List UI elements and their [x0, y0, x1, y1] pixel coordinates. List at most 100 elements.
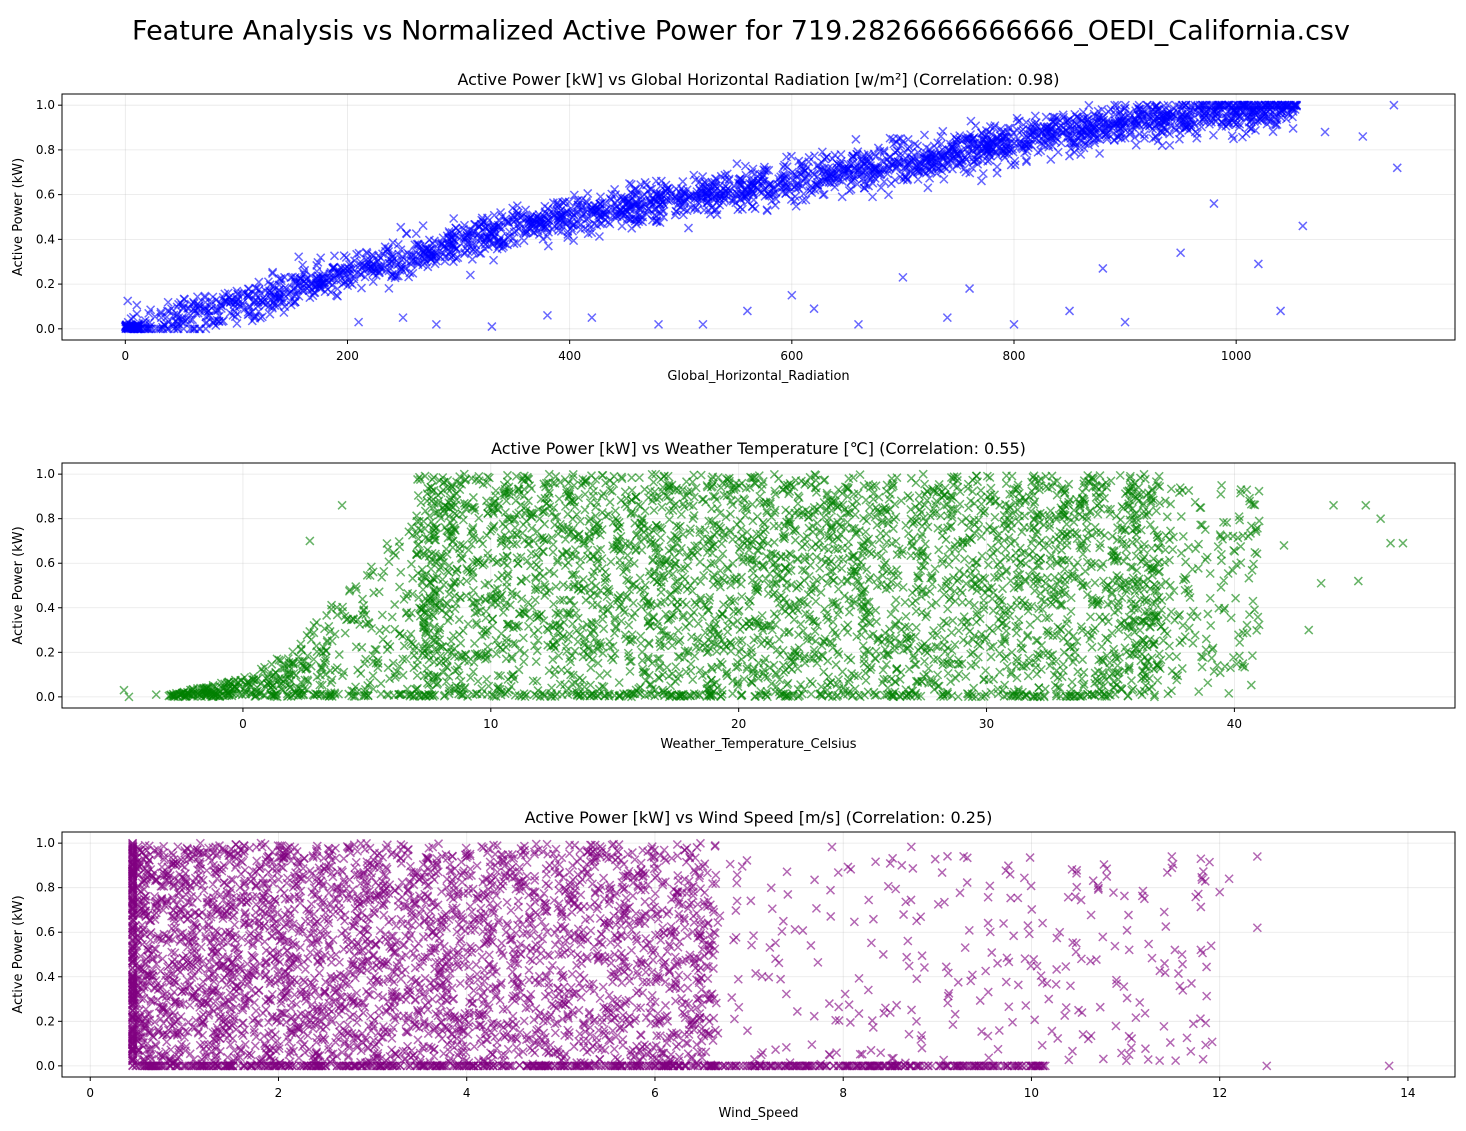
- data-point: [1082, 534, 1092, 544]
- data-point: [635, 205, 645, 215]
- data-point: [1098, 263, 1108, 273]
- data-point: [664, 515, 674, 525]
- data-point: [971, 617, 981, 627]
- data-point: [362, 248, 372, 259]
- data-point: [769, 609, 779, 619]
- data-point: [676, 509, 686, 519]
- data-point: [799, 575, 809, 585]
- data-point: [1023, 671, 1033, 681]
- x-tick-label: 400: [558, 349, 581, 363]
- data-point: [232, 318, 242, 329]
- data-point: [640, 177, 650, 187]
- data-point: [132, 300, 142, 310]
- data-point: [431, 319, 441, 329]
- data-point: [398, 313, 408, 323]
- data-point: [1208, 130, 1219, 140]
- subplot-radiation: Active Power [kW] vs Global Horizontal R…: [11, 70, 1456, 384]
- data-point: [610, 649, 620, 659]
- data-point: [1253, 259, 1263, 269]
- x-tick-label: 600: [780, 349, 803, 363]
- data-point: [990, 121, 1000, 131]
- x-axis-label: Global_Horizontal_Radiation: [667, 369, 849, 384]
- data-point: [368, 277, 378, 287]
- data-point: [684, 618, 694, 628]
- data-point: [871, 617, 882, 627]
- data-point: [543, 241, 553, 251]
- data-point: [549, 670, 559, 680]
- data-point: [627, 473, 637, 483]
- data-point: [1001, 479, 1011, 489]
- data-point: [774, 634, 784, 644]
- data-point: [809, 304, 819, 314]
- data-point: [903, 143, 913, 154]
- data-point: [384, 247, 394, 257]
- data-point: [519, 657, 529, 667]
- x-tick-label: 1000: [1221, 349, 1252, 363]
- data-point: [542, 310, 552, 320]
- data-point: [1021, 155, 1031, 165]
- data-point: [1084, 100, 1094, 110]
- data-point: [819, 189, 829, 199]
- y-tick-label: 0.0: [36, 322, 55, 336]
- data-point: [934, 545, 944, 555]
- data-point: [748, 516, 758, 526]
- data-point: [482, 530, 492, 540]
- data-point: [847, 500, 857, 510]
- data-point: [976, 176, 986, 186]
- data-point: [837, 667, 848, 677]
- data-point: [1033, 147, 1043, 157]
- data-point: [986, 129, 996, 139]
- data-point: [903, 134, 913, 144]
- data-point: [476, 248, 486, 258]
- data-point: [951, 673, 961, 683]
- data-point: [300, 265, 310, 275]
- data-point: [1016, 638, 1026, 648]
- data-point: [1025, 620, 1035, 630]
- data-point: [906, 551, 916, 561]
- data-point: [769, 537, 779, 547]
- data-point: [805, 676, 815, 686]
- data-point: [512, 238, 522, 248]
- subplot-title: Active Power [kW] vs Global Horizontal R…: [457, 70, 1059, 89]
- data-point: [540, 201, 550, 211]
- data-point: [817, 147, 827, 157]
- data-point: [861, 675, 871, 686]
- data-point: [884, 190, 894, 200]
- data-point: [733, 205, 743, 215]
- data-point: [1065, 306, 1075, 316]
- data-point: [1021, 117, 1031, 127]
- data-point: [740, 161, 750, 171]
- data-point: [973, 523, 983, 533]
- data-point: [1176, 248, 1186, 258]
- data-point: [519, 236, 529, 246]
- x-axis-ticks: 0 200 400 600 800 1000: [121, 340, 1251, 363]
- data-point: [936, 139, 946, 149]
- data-point: [1095, 148, 1105, 159]
- data-point: [636, 631, 646, 641]
- data-point: [1298, 221, 1308, 231]
- data-point: [454, 615, 464, 625]
- data-point: [410, 240, 420, 250]
- data-point: [978, 168, 988, 179]
- data-point: [449, 213, 459, 224]
- data-point: [1064, 479, 1074, 489]
- data-point: [422, 496, 432, 506]
- data-point: [1001, 471, 1012, 481]
- data-point: [502, 560, 512, 570]
- data-point: [876, 183, 886, 193]
- data-point: [957, 597, 967, 607]
- data-point: [920, 539, 930, 549]
- data-point: [489, 255, 499, 265]
- data-point: [463, 619, 473, 629]
- data-point: [456, 638, 466, 648]
- data-point: [1072, 558, 1083, 568]
- data-point: [698, 319, 708, 329]
- data-point: [467, 254, 477, 264]
- data-point: [932, 168, 942, 178]
- data-point: [723, 627, 733, 637]
- data-point: [1036, 146, 1046, 156]
- y-tick-label: 0.8: [36, 143, 55, 157]
- data-point: [631, 546, 641, 556]
- data-point: [1151, 506, 1161, 516]
- data-point: [554, 494, 564, 504]
